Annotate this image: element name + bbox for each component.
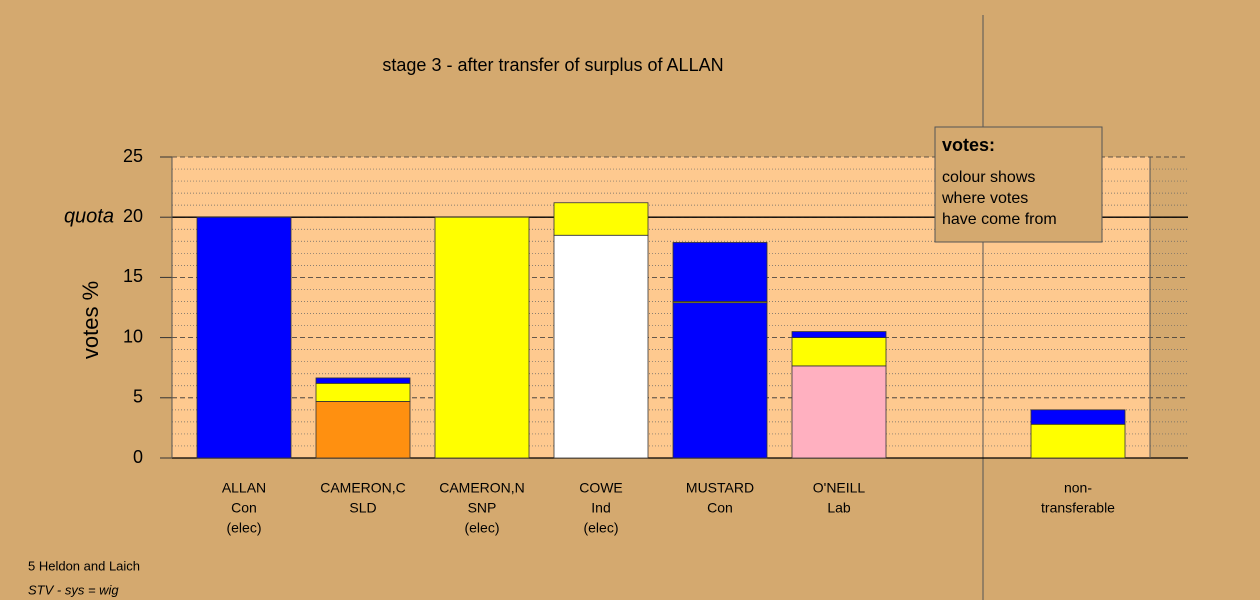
bar-segment [791, 331, 887, 338]
legend-text: have come from [942, 211, 1057, 228]
bar-segment [315, 377, 411, 384]
x-tick-label: CAMERON,N [439, 480, 525, 496]
legend-title: votes: [942, 135, 995, 155]
x-tick-label: COWE [579, 480, 623, 496]
y-tick-label: 25 [123, 146, 143, 166]
x-tick-label: SNP [468, 500, 497, 516]
bar-segment [791, 365, 887, 459]
y-axis-label: votes % [78, 281, 103, 359]
chart-title: stage 3 - after transfer of surplus of A… [382, 55, 723, 75]
x-tick-label: non- [1064, 480, 1092, 496]
x-tick-label: (elec) [464, 520, 499, 536]
x-tick-label: ALLAN [222, 480, 266, 496]
bar-segment [434, 216, 530, 459]
footer-text: STV - sys = wig [28, 582, 119, 597]
bar-segment [553, 202, 649, 236]
bar-segment [1030, 423, 1126, 459]
bar-segment [553, 234, 649, 459]
bar-segment [1030, 409, 1126, 425]
bar-segment [791, 337, 887, 367]
bar-segment [315, 401, 411, 459]
bar-segment [315, 382, 411, 402]
quota-label: quota [64, 205, 114, 227]
footer-text: 5 Heldon and Laich [28, 558, 140, 573]
x-tick-label: O'NEILL [813, 480, 866, 496]
x-tick-label: transferable [1041, 500, 1115, 516]
bar-segment [196, 216, 292, 459]
bar-segment [672, 302, 768, 459]
y-tick-label: 15 [123, 266, 143, 286]
x-tick-label: Con [707, 500, 733, 516]
legend-box [934, 126, 1103, 243]
x-tick-label: (elec) [583, 520, 618, 536]
legend-text: colour shows [942, 169, 1035, 186]
legend-text: where votes [941, 190, 1028, 207]
x-tick-label: Lab [827, 500, 851, 516]
y-tick-label: 0 [133, 447, 143, 467]
y-tick-label: 5 [133, 387, 143, 407]
x-tick-label: Con [231, 500, 257, 516]
y-tick-label: 20 [123, 206, 143, 226]
y-tick-label: 10 [123, 326, 143, 346]
x-tick-label: CAMERON,C [320, 480, 406, 496]
x-tick-label: (elec) [226, 520, 261, 536]
x-tick-label: SLD [349, 500, 376, 516]
marks: 0 5 10 15 20 25 quota ALLAN Con (elec) CAMERON,C SL… [64, 146, 1188, 536]
x-tick-label: Ind [591, 500, 610, 516]
x-tick-label: MUSTARD [686, 480, 754, 496]
bar-segment [672, 242, 768, 302]
